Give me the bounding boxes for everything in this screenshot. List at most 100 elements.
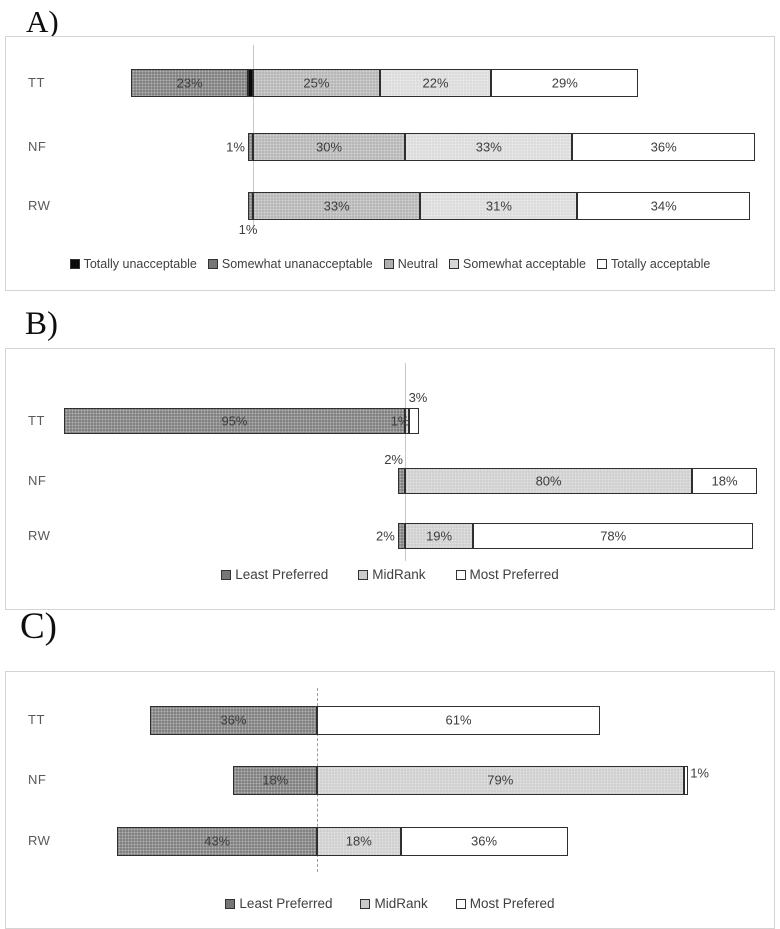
category-label-nf: NF bbox=[28, 772, 47, 787]
legend-label: Least Preferred bbox=[239, 896, 333, 911]
legend-swatch-most-preferred bbox=[455, 898, 466, 909]
category-label-rw: RW bbox=[28, 528, 51, 543]
legend-label: Totally acceptable bbox=[611, 257, 711, 271]
value-label-nf-somewhat-unacceptable: 1% bbox=[226, 139, 245, 155]
bar-segment-nf-midrank bbox=[317, 765, 684, 795]
legend-swatch-totally-acceptable bbox=[597, 259, 607, 269]
bar-segment-nf-least-preferred bbox=[233, 765, 317, 795]
value-label-rw-most-preferred: 36% bbox=[471, 833, 498, 849]
bar-segment-nf-midrank bbox=[405, 468, 693, 494]
value-label-tt-least-preferred: 36% bbox=[220, 712, 247, 728]
bar-segment-tt-neutral bbox=[253, 69, 380, 97]
category-label-tt: TT bbox=[28, 712, 45, 727]
value-label-rw-least-preferred: 2% bbox=[376, 528, 395, 544]
bar-segment-nf-most-preferred bbox=[692, 468, 757, 494]
legend-label: Neutral bbox=[397, 257, 438, 271]
bar-segment-rw-midrank bbox=[317, 826, 401, 856]
bar-segment-rw-least-preferred bbox=[397, 523, 405, 549]
legend-swatch-totally-unacceptable bbox=[69, 259, 80, 269]
legend-swatch-somewhat-acceptable bbox=[449, 259, 459, 269]
value-label-rw-midrank: 19% bbox=[426, 528, 453, 544]
chart-b-box: TT 95% 1% 3% NF 2% 80% 18% RW 2% 19% 78% Least Prefe… bbox=[5, 348, 775, 610]
legend-label: MidRank bbox=[374, 896, 428, 911]
category-label-rw: RW bbox=[28, 198, 51, 213]
legend-item-least-preferred: Least Preferred bbox=[225, 896, 332, 911]
value-label-nf-most-preferred: 18% bbox=[711, 473, 738, 489]
bar-segment-nf-least-preferred bbox=[397, 468, 405, 494]
legend-b: Least Preferred MidRank Most Preferred bbox=[6, 567, 774, 582]
legend-item-totally-unacceptable: Totally unacceptable bbox=[69, 257, 197, 271]
legend-label: Somewhat acceptable bbox=[463, 257, 586, 271]
category-label-nf: NF bbox=[28, 473, 47, 488]
value-label-rw-somewhat-acceptable: 31% bbox=[485, 198, 512, 214]
legend-item-somewhat-unacceptable: Somewhat unanacceptable bbox=[207, 257, 373, 271]
bar-segment-rw-neutral bbox=[253, 192, 421, 220]
value-label-nf-totally-acceptable: 36% bbox=[650, 139, 677, 155]
legend-swatch-least-preferred bbox=[225, 898, 236, 909]
value-label-tt-totally-acceptable: 29% bbox=[551, 75, 578, 91]
bar-segment-tt-midrank bbox=[405, 408, 409, 434]
category-label-rw: RW bbox=[28, 833, 51, 848]
legend-item-totally-acceptable: Totally acceptable bbox=[597, 257, 710, 271]
value-label-rw-somewhat-unacceptable: 1% bbox=[238, 222, 258, 237]
value-label-nf-neutral: 30% bbox=[316, 139, 343, 155]
legend-item-somewhat-acceptable: Somewhat acceptable bbox=[449, 257, 586, 271]
category-label-tt: TT bbox=[28, 413, 45, 428]
value-label-nf-least-preferred: 2% bbox=[384, 452, 403, 467]
bar-segment-tt-somewhat-unacceptable bbox=[131, 69, 248, 97]
value-label-tt-most-preferred: 61% bbox=[445, 712, 472, 728]
legend-swatch-least-preferred bbox=[221, 569, 232, 580]
category-label-tt: TT bbox=[28, 75, 45, 90]
legend-label: MidRank bbox=[372, 567, 426, 582]
value-label-rw-neutral: 33% bbox=[323, 198, 350, 214]
value-label-nf-midrank: 79% bbox=[487, 772, 514, 788]
value-label-tt-least-preferred: 95% bbox=[221, 413, 248, 429]
value-label-tt-most-preferred: 3% bbox=[408, 390, 428, 405]
legend-item-least-preferred: Least Preferred bbox=[221, 567, 328, 582]
bar-segment-tt-totally-acceptable bbox=[491, 69, 639, 97]
bar-segment-rw-most-preferred bbox=[473, 523, 754, 549]
legend-swatch-most-preferred bbox=[455, 569, 466, 580]
bar-segment-tt-least-preferred bbox=[63, 408, 405, 434]
legend-label: Somewhat unanacceptable bbox=[221, 257, 373, 271]
legend-item-most-preferred: Most Prefered bbox=[455, 896, 555, 911]
bar-segment-nf-totally-acceptable bbox=[572, 133, 755, 161]
bar-segment-rw-midrank bbox=[405, 523, 474, 549]
value-label-rw-totally-acceptable: 34% bbox=[650, 198, 677, 214]
legend-c: Least Preferred MidRank Most Prefered bbox=[6, 896, 774, 911]
legend-item-midrank: MidRank bbox=[358, 567, 426, 582]
bar-segment-tt-totally-unacceptable bbox=[247, 69, 253, 97]
value-label-tt-neutral: 25% bbox=[303, 75, 330, 91]
bar-segment-nf-most-preferred bbox=[683, 765, 689, 795]
legend-swatch-midrank bbox=[358, 569, 369, 580]
bar-segment-nf-somewhat-unacceptable bbox=[247, 133, 253, 161]
legend-item-midrank: MidRank bbox=[360, 896, 428, 911]
bar-segment-rw-least-preferred bbox=[117, 826, 317, 856]
value-label-tt-somewhat-unacceptable: 23% bbox=[176, 75, 203, 91]
legend-swatch-midrank bbox=[360, 898, 371, 909]
value-label-rw-most-preferred: 78% bbox=[600, 528, 627, 544]
panel-a-letter: A) bbox=[26, 4, 59, 39]
chart-c-box: TT 36% 61% NF 18% 79% 1% RW 43% 18% 36% Least Prefe… bbox=[5, 671, 775, 929]
value-label-nf-most-preferred: 1% bbox=[690, 765, 709, 780]
value-label-nf-somewhat-acceptable: 33% bbox=[475, 139, 502, 155]
bar-segment-rw-somewhat-unacceptable bbox=[247, 192, 253, 220]
legend-swatch-somewhat-unacceptable bbox=[207, 259, 218, 269]
value-label-nf-midrank: 80% bbox=[535, 473, 562, 489]
legend-label: Totally unacceptable bbox=[83, 257, 197, 271]
value-label-tt-midrank: 1% bbox=[390, 413, 410, 429]
value-label-tt-somewhat-acceptable: 22% bbox=[422, 75, 449, 91]
legend-item-neutral: Neutral bbox=[383, 257, 438, 271]
bar-segment-tt-most-preferred bbox=[317, 705, 601, 735]
value-label-nf-least-preferred: 18% bbox=[262, 772, 289, 788]
bar-segment-nf-somewhat-acceptable bbox=[405, 133, 573, 161]
bar-segment-nf-neutral bbox=[253, 133, 406, 161]
legend-label: Most Preferred bbox=[469, 567, 559, 582]
chart-a-box: TT 23% 25% 22% 29% NF 1% 30% 33% 36% RW 1% 33% 31% 34%… bbox=[5, 36, 775, 291]
bar-segment-rw-totally-acceptable bbox=[577, 192, 750, 220]
legend-label: Least Preferred bbox=[235, 567, 329, 582]
bar-segment-tt-somewhat-acceptable bbox=[379, 69, 492, 97]
legend-item-most-preferred: Most Preferred bbox=[455, 567, 559, 582]
bar-segment-tt-least-preferred bbox=[149, 705, 317, 735]
